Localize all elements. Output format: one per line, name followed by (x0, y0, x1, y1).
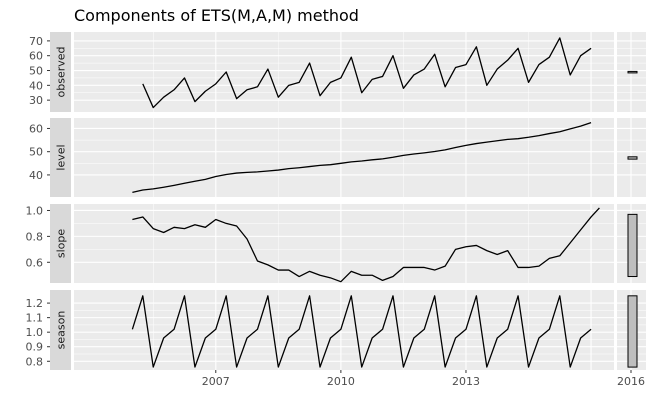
panel-slope-bg (74, 204, 614, 283)
y-tick-label: 60 (29, 50, 43, 63)
x-tick-label: 2016 (617, 375, 645, 388)
y-tick-label: 30 (29, 94, 43, 107)
y-tick-label: 60 (29, 122, 43, 135)
scale-bar-slope (627, 213, 638, 278)
y-tick-label: 50 (29, 65, 43, 78)
series-line-season (131, 295, 592, 368)
y-tick-label: 40 (29, 79, 43, 92)
panel-slope: slope 0.6 0.8 1.0 (26, 204, 646, 283)
series-line-observed (142, 37, 592, 109)
scale-bar-level (627, 156, 638, 160)
panel-season: season 0.80.9 1.01.1 1.2 (26, 290, 646, 370)
scale-bar-season (627, 295, 638, 368)
strip-label-level: level (55, 144, 68, 170)
x-tick-label: 2013 (452, 375, 480, 388)
y-tick-label: 1.0 (26, 204, 44, 217)
strip-level-bg (50, 118, 71, 197)
y-tick-label: 1.1 (26, 312, 44, 325)
x-axis: 2007 2010 2013 2016 (202, 370, 645, 388)
y-tick-label: 40 (29, 169, 43, 182)
y-tick-label: 1.0 (26, 326, 44, 339)
strip-label-slope: slope (55, 229, 68, 258)
y-tick-label: 0.8 (26, 230, 44, 243)
strip-observed-bg (50, 32, 71, 112)
x-tick-label: 2010 (327, 375, 355, 388)
y-tick-label: 1.2 (26, 297, 44, 310)
y-tick-label: 70 (29, 35, 43, 48)
panels-layer: observed3040506070level405060slope0.60.8… (26, 32, 646, 370)
strip-season-bg (50, 290, 71, 370)
y-tick-label: 0.6 (26, 256, 44, 269)
x-tick-label: 2007 (202, 375, 230, 388)
y-tick-label: 0.9 (26, 341, 44, 354)
y-tick-label: 0.8 (26, 355, 44, 368)
panel-season-bg (74, 290, 614, 370)
strip-label-observed: observed (55, 47, 68, 98)
chart-title: Components of ETS(M,A,M) method (74, 6, 359, 25)
series-line-level (132, 122, 592, 193)
strip-label-season: season (55, 311, 68, 350)
y-tick-label: 50 (29, 146, 43, 159)
series-line-slope (132, 207, 600, 283)
scale-bar-observed (627, 70, 638, 74)
panel-level-bg (74, 118, 614, 197)
panel-level: level 40 50 60 (29, 118, 646, 197)
strip-slope-bg (50, 204, 71, 283)
